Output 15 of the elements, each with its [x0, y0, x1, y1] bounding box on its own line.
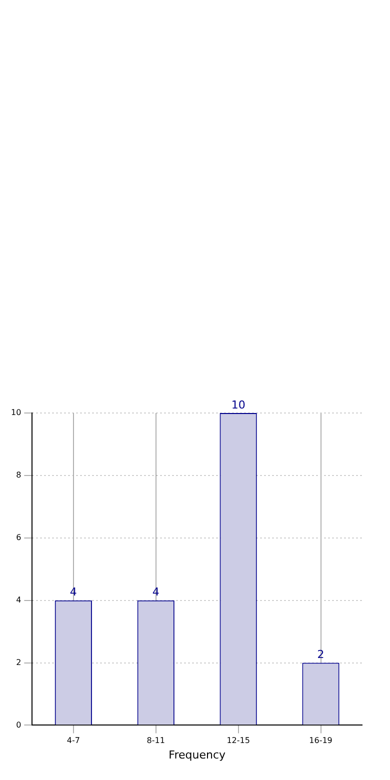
- y-tick-label: 2: [16, 658, 22, 667]
- y-tick-label: 0: [16, 720, 22, 730]
- y-tick-label: 6: [16, 532, 22, 542]
- data-label: 2: [317, 648, 324, 662]
- x-tick-label: 16-19: [309, 736, 332, 746]
- x-axis-title: Frequency: [168, 748, 226, 762]
- y-tick-label: 10: [10, 408, 22, 418]
- data-label: 4: [70, 586, 77, 599]
- x-tick-label: 8-11: [146, 736, 165, 746]
- data-label: 4: [152, 586, 160, 599]
- data-label: 10: [231, 398, 246, 412]
- x-tick-label: 4-7: [66, 736, 80, 746]
- x-tick-label: 12-15: [226, 736, 250, 746]
- y-tick-label: 8: [16, 470, 22, 480]
- y-tick-label: 4: [16, 595, 22, 604]
